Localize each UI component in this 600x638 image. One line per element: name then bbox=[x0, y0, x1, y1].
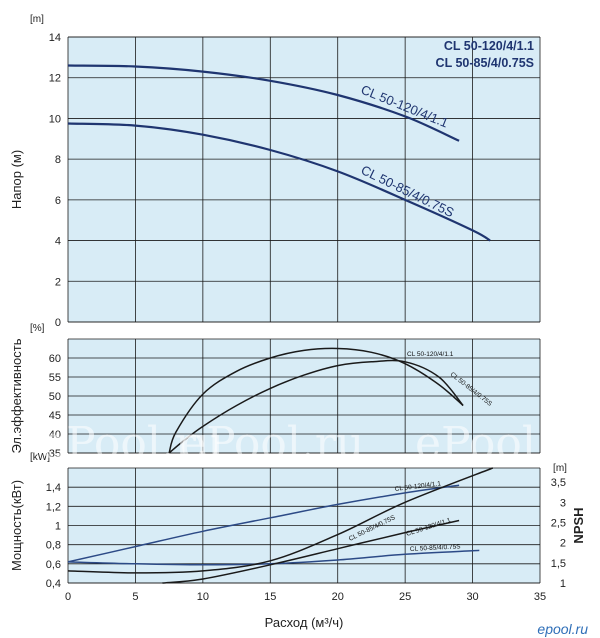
y-tick-label: 1 bbox=[55, 521, 61, 533]
x-tick-label: 25 bbox=[399, 591, 411, 603]
power-curve-cl-50-85-4-0-75s bbox=[67, 549, 480, 566]
x-tick-label: 10 bbox=[197, 591, 209, 603]
head-curve-cl-50-120-4-1-1 bbox=[67, 64, 460, 142]
y-unit-label: [%] bbox=[30, 323, 45, 334]
y-tick-label: 2 bbox=[55, 276, 61, 288]
watermark-text: ePool.ru bbox=[40, 418, 224, 469]
x-axis-title: Расход (м³/ч) bbox=[265, 615, 344, 630]
y-tick-label: 60 bbox=[49, 353, 61, 365]
y-unit-label: [m] bbox=[30, 14, 44, 25]
y2-tick-label: 1,5 bbox=[551, 558, 566, 570]
y-tick-label: 12 bbox=[49, 73, 61, 85]
x-tick-label: 35 bbox=[534, 591, 546, 603]
y-tick-label: 0,6 bbox=[46, 559, 61, 571]
y-tick-label: 0 bbox=[55, 317, 61, 329]
head-curve-cl-50-85-4-0-75s bbox=[67, 122, 491, 242]
y2-tick-label: 2 bbox=[560, 538, 566, 550]
x-tick-label: 30 bbox=[466, 591, 478, 603]
y-tick-label: 6 bbox=[55, 195, 61, 207]
y-tick-label: 40 bbox=[49, 429, 61, 441]
x-tick-label: 0 bbox=[65, 591, 71, 603]
y2-tick-label: 2,5 bbox=[551, 517, 566, 529]
y-tick-label: 35 bbox=[49, 448, 61, 460]
y-axis-title: Эл.эффективность bbox=[9, 338, 24, 453]
y-tick-label: 14 bbox=[49, 32, 61, 44]
legend-entry: CL 50-85/4/0.75S bbox=[436, 56, 534, 70]
y-axis-title: Напор (м) bbox=[9, 150, 24, 209]
y2-tick-label: 1 bbox=[560, 578, 566, 590]
watermark-text: ePool.ru bbox=[415, 418, 599, 469]
curve-label: CL 50-85/4/0.75S bbox=[410, 543, 462, 553]
npsh-curve-cl-50-120-4-1-1 bbox=[162, 519, 460, 584]
y2-axis-title: NPSH bbox=[571, 507, 586, 543]
y-tick-label: 1,2 bbox=[46, 501, 61, 513]
epool-logo: epool.ru bbox=[537, 621, 588, 637]
y-tick-label: 55 bbox=[49, 372, 61, 384]
power-curve-cl-50-120-4-1-1 bbox=[67, 484, 460, 563]
y-tick-label: 45 bbox=[49, 410, 61, 422]
watermark-text: ePool.ru bbox=[180, 418, 364, 469]
y-tick-label: 50 bbox=[49, 391, 61, 403]
y-tick-label: 1,4 bbox=[46, 482, 61, 494]
y-unit-label: [kW] bbox=[30, 452, 50, 463]
curve-label: CL 50-120/4/1.1 bbox=[407, 351, 454, 358]
y-tick-label: 8 bbox=[55, 154, 61, 166]
npsh-curve-cl-50-85-4-0-75s bbox=[67, 467, 494, 574]
legend-entry: CL 50-120/4/1.1 bbox=[444, 39, 534, 53]
x-tick-label: 15 bbox=[264, 591, 276, 603]
plot-area-1 bbox=[68, 37, 540, 322]
x-tick-label: 5 bbox=[132, 591, 138, 603]
efficiency-curve-cl-50-120-4-1-1 bbox=[168, 347, 464, 454]
y-tick-label: 0,8 bbox=[46, 540, 61, 552]
y-tick-label: 0,4 bbox=[46, 578, 61, 590]
y-tick-label: 10 bbox=[49, 113, 61, 125]
y2-tick-label: 3,5 bbox=[551, 477, 566, 489]
y2-unit-label: [m] bbox=[553, 463, 567, 474]
x-tick-label: 20 bbox=[332, 591, 344, 603]
efficiency-curve-cl-50-85-4-0-75s bbox=[168, 359, 464, 454]
y2-tick-label: 3 bbox=[560, 497, 566, 509]
y-tick-label: 4 bbox=[55, 236, 61, 248]
y-axis-title: Мощность(кВт) bbox=[9, 480, 24, 571]
